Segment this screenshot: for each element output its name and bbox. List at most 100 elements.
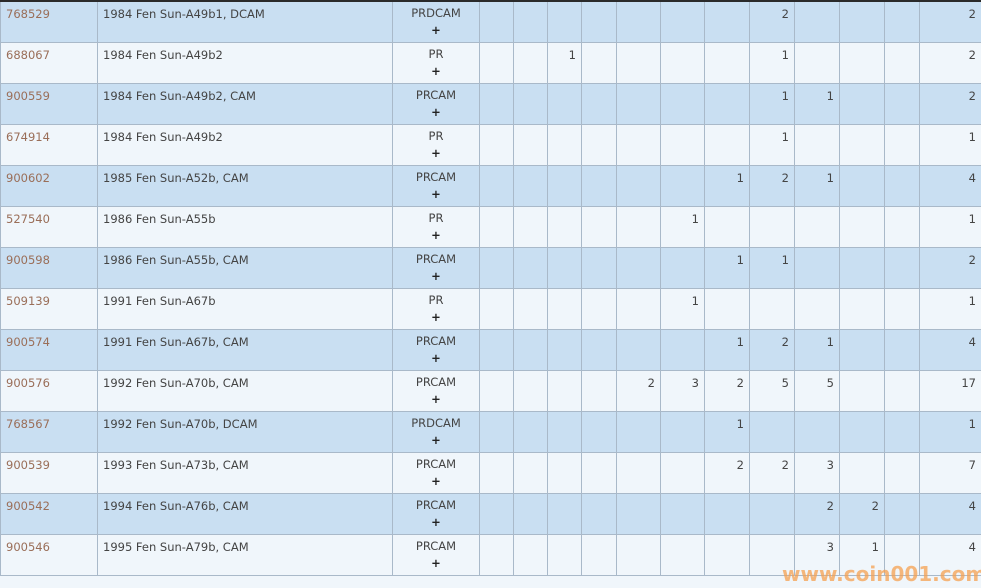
designation: PRDCAM [411,415,461,430]
cert-id-link[interactable]: 674914 [6,129,50,144]
cert-id-link[interactable]: 900542 [6,498,50,513]
grade-count-cell [547,82,582,125]
cert-id-cell: 900576 [0,369,98,412]
grade-count-cell [513,369,548,412]
table-row: 900576 1992 Fen Sun-A70b, CAM PRCAM +2 3 2 5 5 1… [0,369,981,412]
grade-count-cell [884,492,920,535]
grade-count-cell [513,451,548,494]
grade-count-cell [794,246,840,289]
designation-cell: PRCAM + [392,246,480,289]
grade-count-cell [616,287,661,330]
total-cell: 2 [919,41,981,84]
plus-icon[interactable]: + [431,350,441,365]
plus-icon[interactable]: + [431,104,441,119]
plus-icon[interactable]: + [431,555,441,570]
designation-cell: PRCAM + [392,328,480,371]
description-cell: 1986 Fen Sun-A55b [97,205,393,248]
description-cell: 1991 Fen Sun-A67b, CAM [97,328,393,371]
grade-count-cell [513,492,548,535]
grade-count-cell [704,123,750,166]
grade-count-cell: 1 [704,328,750,371]
grade-count-cell [660,123,705,166]
grade-count-cell [839,410,885,453]
grade-count-cell: 2 [839,492,885,535]
designation: PRCAM [415,87,457,102]
cert-id-link[interactable]: 900602 [6,170,50,185]
grade-count-cell [581,410,617,453]
grade-count-cell [839,451,885,494]
grade-count-cell: 3 [794,533,840,576]
total-cell: 1 [919,123,981,166]
table-row: 768529 1984 Fen Sun-A49b1, DCAM PRDCAM +2 2 [0,0,981,43]
grade-count-cell [581,246,617,289]
description-cell: 1984 Fen Sun-A49b2 [97,41,393,84]
plus-icon[interactable]: + [431,145,441,160]
cert-id-cell: 768567 [0,410,98,453]
designation-cell: PRCAM + [392,492,480,535]
cert-id-link[interactable]: 900576 [6,375,50,390]
grade-count-cell [839,0,885,43]
cert-id-link[interactable]: 509139 [6,293,50,308]
cert-id-link[interactable]: 768529 [6,7,50,21]
plus-icon[interactable]: + [431,227,441,242]
cert-id-link[interactable]: 900574 [6,334,50,349]
cert-id-link[interactable]: 900598 [6,252,50,267]
grade-count-cell [547,328,582,371]
grade-count-cell [839,41,885,84]
grade-count-cell [839,246,885,289]
grade-count-cell [581,492,617,535]
total-cell: 1 [919,205,981,248]
grade-count-cell: 3 [794,451,840,494]
grade-count-cell [581,533,617,576]
grade-count-cell [479,492,514,535]
table-row: 674914 1984 Fen Sun-A49b2 PR +1 1 [0,123,981,166]
cert-id-link[interactable]: 527540 [6,211,50,226]
designation-cell: PRDCAM + [392,410,480,453]
cert-id-link[interactable]: 768567 [6,416,50,431]
cert-id-link[interactable]: 900546 [6,539,50,554]
grade-count-cell [616,41,661,84]
grade-count-cell [660,533,705,576]
cert-id-link[interactable]: 688067 [6,47,50,62]
grade-count-cell [479,82,514,125]
plus-icon[interactable]: + [431,432,441,447]
grade-count-cell [884,123,920,166]
grade-count-cell: 1 [794,328,840,371]
plus-icon[interactable]: + [431,309,441,324]
plus-icon[interactable]: + [431,514,441,529]
plus-icon[interactable]: + [431,391,441,406]
cert-id-cell: 900602 [0,164,98,207]
grade-count-cell [884,41,920,84]
grade-count-cell [479,123,514,166]
grade-count-cell [749,410,795,453]
designation: PR [428,292,444,307]
designation-cell: PRCAM + [392,533,480,576]
grade-count-cell [794,123,840,166]
cert-id-link[interactable]: 900539 [6,457,50,472]
grade-count-cell [547,369,582,412]
grade-count-cell: 1 [660,205,705,248]
grade-count-cell [884,410,920,453]
plus-icon[interactable]: + [431,268,441,283]
grade-count-cell [581,0,617,43]
grade-count-cell [479,287,514,330]
description-cell: 1985 Fen Sun-A52b, CAM [97,164,393,207]
grade-count-cell [479,451,514,494]
designation: PRCAM [415,374,457,389]
grade-count-cell [479,41,514,84]
grade-count-cell [704,287,750,330]
plus-icon[interactable]: + [431,473,441,488]
plus-icon[interactable]: + [431,63,441,78]
grade-count-cell [581,82,617,125]
cert-id-link[interactable]: 900559 [6,88,50,103]
grade-count-cell [704,0,750,43]
cert-id-cell: 900598 [0,246,98,289]
grade-count-cell: 1 [547,41,582,84]
grade-count-cell [660,328,705,371]
plus-icon[interactable]: + [431,186,441,201]
description-cell: 1984 Fen Sun-A49b2 [97,123,393,166]
grade-count-cell: 1 [839,533,885,576]
grade-count-cell [547,0,582,43]
plus-icon[interactable]: + [431,23,441,37]
grade-count-cell [884,82,920,125]
